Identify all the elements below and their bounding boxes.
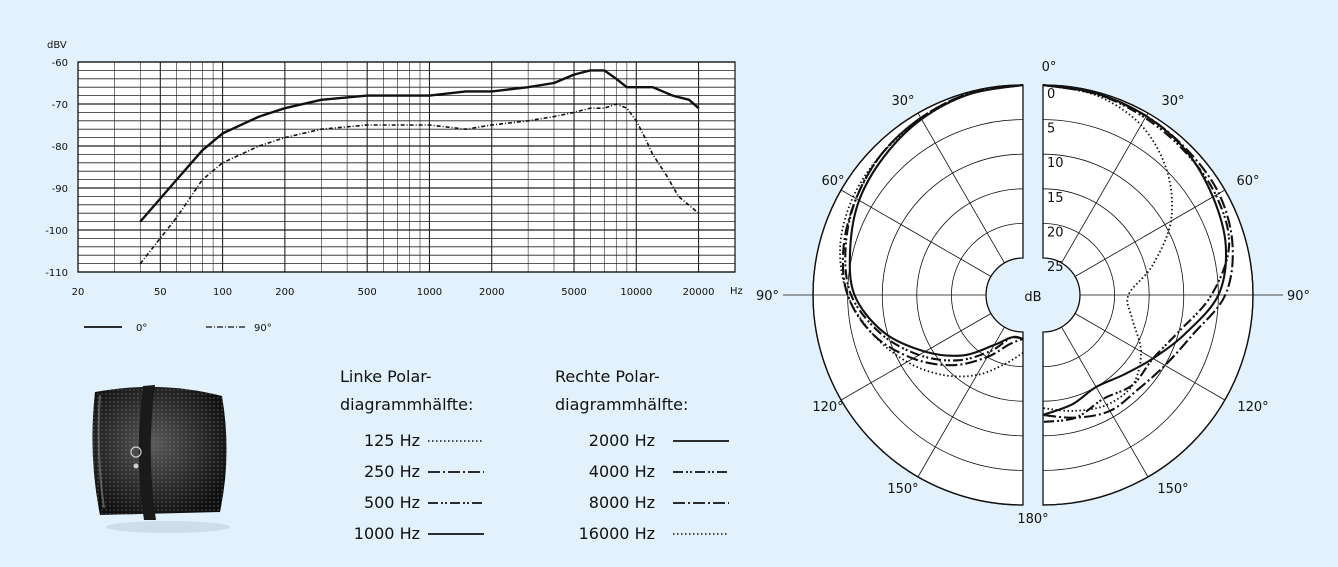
freq-x-tick-label: 20000	[683, 287, 715, 298]
left-half-heading-2: diagrammhälfte:	[340, 395, 473, 414]
polar-angle-label: 150°	[887, 482, 918, 497]
freq-plot-frame	[77, 61, 736, 273]
freq-y-tick-label: -110	[45, 268, 68, 279]
right-legend-label: 4000 Hz	[589, 462, 655, 481]
left-legend-label: 250 Hz	[364, 462, 420, 481]
polar-spoke	[917, 112, 1005, 264]
freq-y-axis-label: dBV	[47, 40, 67, 51]
polar-angle-label: 0°	[1042, 60, 1057, 75]
freq-legend: 0° 90°	[84, 323, 272, 334]
freq-y-tick-label: -80	[52, 142, 68, 153]
polar-radial-label: 15	[1047, 191, 1064, 206]
polar-spoke	[1061, 112, 1149, 264]
polar-labels: 0° 30° 30° 60° 60° 90° 90° 120° 120° 150° 150° 180°…	[756, 60, 1310, 527]
polar-ring	[985, 257, 1024, 333]
polar-curve-left-500hz	[844, 83, 1024, 362]
polar-angle-label: 90°	[1287, 289, 1310, 304]
polar-angle-label: 120°	[812, 400, 843, 415]
polar-curve-right-8000hz	[1042, 83, 1234, 419]
polar-unit-label: dB	[1024, 290, 1041, 305]
freq-x-tick-label: 20	[72, 287, 85, 298]
microphone-capsule-icon	[92, 385, 230, 533]
freq-x-tick-label: 5000	[561, 287, 586, 298]
right-half-heading-2: diagrammhälfte:	[555, 395, 688, 414]
polar-angle-label: 90°	[756, 289, 779, 304]
polar-spoke	[1074, 313, 1226, 401]
left-half-heading-1: Linke Polar-	[340, 367, 432, 386]
polar-radial-label: 25	[1047, 260, 1064, 275]
right-legend-label: 8000 Hz	[589, 493, 655, 512]
polar-radial-label: 20	[1047, 225, 1064, 240]
left-legend-label: 125 Hz	[364, 431, 420, 450]
legend-label-0deg: 0°	[136, 323, 147, 334]
right-half-heading-1: Rechte Polar-	[555, 367, 660, 386]
freq-x-tick-label: 100	[213, 287, 232, 298]
frequency-response-chart: 20 50 100 200 500 1000 2000 5000 10000 20000 -60 -7…	[45, 40, 742, 298]
polar-legend: Linke Polar- diagrammhälfte: Rechte Pola…	[340, 367, 729, 543]
freq-x-tick-label: 500	[358, 287, 377, 298]
right-legend-label: 2000 Hz	[589, 431, 655, 450]
polar-spoke	[840, 189, 992, 277]
polar-spoke	[1061, 326, 1149, 478]
polar-angle-label: 60°	[821, 174, 844, 189]
polar-angle-label: 120°	[1237, 400, 1268, 415]
polar-curve-left-250hz	[841, 83, 1024, 367]
freq-y-tick-label: -100	[45, 226, 68, 237]
freq-x-tick-label: 50	[154, 287, 167, 298]
polar-angle-label: 60°	[1236, 174, 1259, 189]
left-legend-label: 500 Hz	[364, 493, 420, 512]
polar-radial-label: 10	[1047, 156, 1064, 171]
freq-y-tick-label: -60	[52, 58, 68, 69]
polar-angle-label: 30°	[891, 94, 914, 109]
polar-angle-label: 180°	[1017, 512, 1048, 527]
freq-series-90deg	[139, 103, 700, 265]
polar-angle-label: 150°	[1157, 482, 1188, 497]
freq-x-tick-label: 2000	[479, 287, 504, 298]
freq-grid	[77, 61, 736, 273]
freq-tick-labels: 20 50 100 200 500 1000 2000 5000 10000 20000 -60 -7…	[45, 58, 714, 298]
left-legend-label: 1000 Hz	[354, 524, 420, 543]
freq-x-tick-label: 1000	[417, 287, 442, 298]
polar-radial-label: 5	[1047, 122, 1055, 137]
polar-curves	[839, 83, 1234, 424]
polar-spoke	[1074, 189, 1226, 277]
polar-curve-left-1000hz	[848, 83, 1024, 357]
freq-y-tick-label: -90	[52, 184, 68, 195]
polar-grid	[783, 84, 1283, 506]
polar-diagram: 0° 30° 30° 60° 60° 90° 90° 120° 120° 150° 150° 180°…	[756, 60, 1310, 527]
polar-angle-label: 30°	[1161, 94, 1184, 109]
freq-series-0deg	[139, 69, 700, 223]
polar-curve-right-16000hz	[1042, 84, 1173, 412]
legend-label-90deg: 90°	[254, 323, 272, 334]
freq-series-group	[139, 69, 700, 265]
polar-radial-label: 0	[1047, 87, 1055, 102]
right-legend-label: 16000 Hz	[579, 524, 655, 543]
freq-x-tick-label: 200	[275, 287, 294, 298]
polar-ring	[1042, 257, 1081, 333]
freq-x-tick-label: 10000	[620, 287, 652, 298]
freq-x-unit-label: Hz	[730, 286, 743, 297]
polar-spoke	[840, 313, 992, 401]
freq-y-tick-label: -70	[52, 100, 68, 111]
polar-spoke	[917, 326, 1005, 478]
